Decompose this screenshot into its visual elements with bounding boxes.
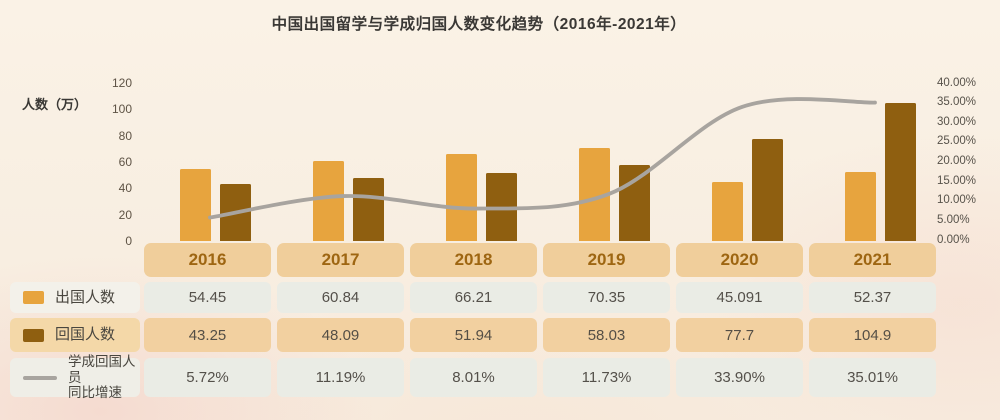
right-tick-15.00pct: 15.00% <box>937 174 977 187</box>
returned-bar-2017 <box>352 177 384 241</box>
left-tick-20: 20 <box>118 207 132 222</box>
returned-bar-2020 <box>751 138 783 241</box>
abroad-bar-2020 <box>711 181 743 241</box>
year-header-2016: 2016 <box>144 243 271 277</box>
year-header-2018: 2018 <box>410 243 537 277</box>
legend-returned: 回国人数 <box>10 318 140 352</box>
abroad-value-2017: 60.84 <box>277 282 404 313</box>
right-tick-10.00pct: 10.00% <box>937 194 977 207</box>
returned-value-2019: 58.03 <box>543 318 670 352</box>
right-tick-35.00pct: 35.00% <box>937 96 977 109</box>
right-tick-5.00pct: 5.00% <box>937 213 970 226</box>
right-tick-25.00pct: 25.00% <box>937 135 977 148</box>
left-tick-80: 80 <box>118 128 132 143</box>
growth-value-2016: 5.72% <box>144 358 271 397</box>
right-tick-30.00pct: 30.00% <box>937 115 977 128</box>
left-axis-title: 人数（万） <box>22 97 88 112</box>
left-tick-60: 60 <box>118 155 132 169</box>
growth-legend-swatch-icon <box>23 375 57 380</box>
growth-value-2017: 11.19% <box>277 358 404 397</box>
abroad-value-2019: 70.35 <box>543 282 670 313</box>
abroad-value-2020: 45.091 <box>676 282 803 313</box>
abroad-bar-2019 <box>578 148 610 241</box>
left-tick-40: 40 <box>118 181 132 196</box>
abroad-bar-2018 <box>445 153 477 241</box>
right-tick-20.00pct: 20.00% <box>937 155 977 167</box>
abroad-bar-2021 <box>844 172 876 241</box>
returned-value-2016: 43.25 <box>144 318 271 352</box>
returned-bar-2016 <box>219 184 251 241</box>
year-header-2020: 2020 <box>676 243 803 277</box>
abroad-bar-2016 <box>179 169 211 241</box>
returned-value-2018: 51.94 <box>410 318 537 352</box>
chart-title: 中国出国留学与学成归国人数变化趋势（2016年-2021年） <box>271 16 687 33</box>
returned-legend-swatch-icon <box>23 328 44 342</box>
legend-abroad: 出国人数 <box>10 282 140 313</box>
abroad-bar-2017 <box>312 160 344 241</box>
growth-value-2021: 35.01% <box>809 358 936 397</box>
right-tick-40.00pct: 40.00% <box>937 76 977 89</box>
growth-value-2018: 8.01% <box>410 358 537 397</box>
returned-value-2017: 48.09 <box>277 318 404 352</box>
growth-value-2019: 11.73% <box>543 358 670 397</box>
returned-bar-2021 <box>884 102 916 241</box>
year-header-2021: 2021 <box>809 243 936 277</box>
right-tick-0.00pct: 0.00% <box>937 233 970 246</box>
returned-value-2021: 104.9 <box>809 318 936 352</box>
abroad-value-2018: 66.21 <box>410 282 537 313</box>
abroad-legend-label: 出国人数 <box>55 288 116 306</box>
year-header-2017: 2017 <box>277 243 404 277</box>
left-tick-100: 100 <box>111 102 132 117</box>
legend-growth: 学成回国人员 同比增速 <box>10 354 140 400</box>
abroad-legend-swatch-icon <box>23 291 44 304</box>
returned-value-2020: 77.7 <box>676 318 803 352</box>
returned-bar-2018 <box>485 172 517 241</box>
returned-bar-2019 <box>618 164 650 241</box>
abroad-value-2021: 52.37 <box>809 282 936 313</box>
growth-legend-label: 学成回国人员 同比增速 <box>68 354 136 401</box>
returned-legend-label: 回国人数 <box>55 326 116 344</box>
year-header-2019: 2019 <box>543 243 670 277</box>
left-tick-0: 0 <box>125 234 132 248</box>
growth-value-2020: 33.90% <box>676 358 803 397</box>
left-tick-120: 120 <box>111 76 132 90</box>
abroad-value-2016: 54.45 <box>144 282 271 313</box>
